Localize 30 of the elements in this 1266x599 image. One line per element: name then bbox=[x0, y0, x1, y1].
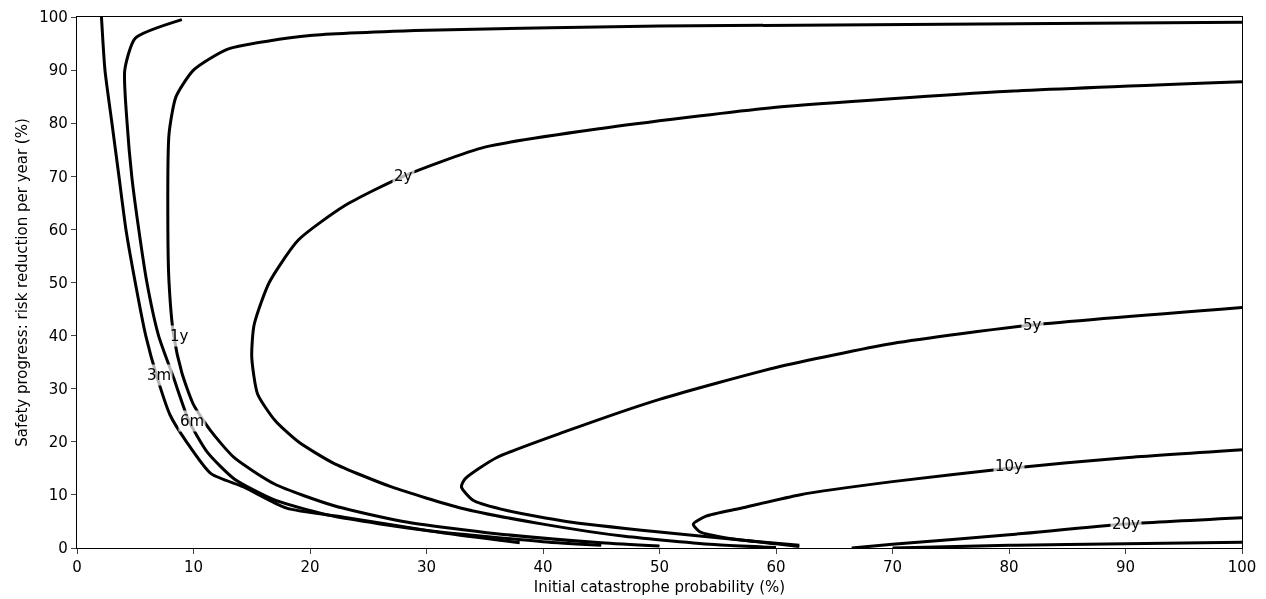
annotation: 2y bbox=[394, 167, 413, 185]
y-tick-label: 40 bbox=[48, 326, 68, 345]
y-axis-title: Safety progress: risk reduction per year (%) bbox=[12, 118, 31, 447]
x-tick-label: 80 bbox=[999, 558, 1019, 577]
y-tick-label: 80 bbox=[48, 114, 68, 133]
x-tick-label: 20 bbox=[300, 558, 320, 577]
annotation: 5y bbox=[1023, 316, 1042, 334]
y-tick-label: 30 bbox=[48, 379, 68, 398]
x-tick-label: 10 bbox=[183, 558, 204, 577]
y-tick-label: 10 bbox=[48, 486, 68, 505]
y-tick-label: 50 bbox=[48, 273, 68, 292]
annotation: 10y bbox=[995, 457, 1024, 475]
x-tick-label: 40 bbox=[533, 558, 553, 577]
x-tick-label: 100 bbox=[1227, 558, 1257, 577]
x-tick-label: 30 bbox=[416, 558, 437, 577]
annotation: 3m bbox=[147, 366, 172, 384]
y-tick-label: 20 bbox=[48, 433, 68, 452]
x-tick-label: 60 bbox=[766, 558, 786, 577]
x-tick-label: 90 bbox=[1115, 558, 1136, 577]
y-tick-label: 70 bbox=[48, 167, 68, 186]
x-tick-label: 0 bbox=[72, 558, 82, 577]
annotation: 1y bbox=[170, 327, 189, 345]
x-tick-label: 70 bbox=[882, 558, 903, 577]
y-tick-label: 90 bbox=[48, 61, 68, 80]
annotation: 6m bbox=[180, 412, 205, 430]
y-tick-label: 60 bbox=[48, 220, 68, 239]
x-tick-label: 50 bbox=[649, 558, 670, 577]
y-tick-label: 0 bbox=[58, 539, 68, 558]
x-axis-title: Initial catastrophe probability (%) bbox=[533, 578, 786, 597]
y-tick-label: 100 bbox=[39, 8, 68, 27]
